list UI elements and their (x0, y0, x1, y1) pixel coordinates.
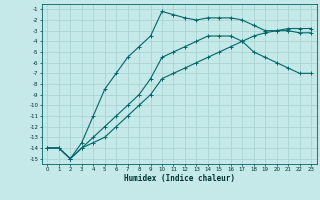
X-axis label: Humidex (Indice chaleur): Humidex (Indice chaleur) (124, 174, 235, 183)
